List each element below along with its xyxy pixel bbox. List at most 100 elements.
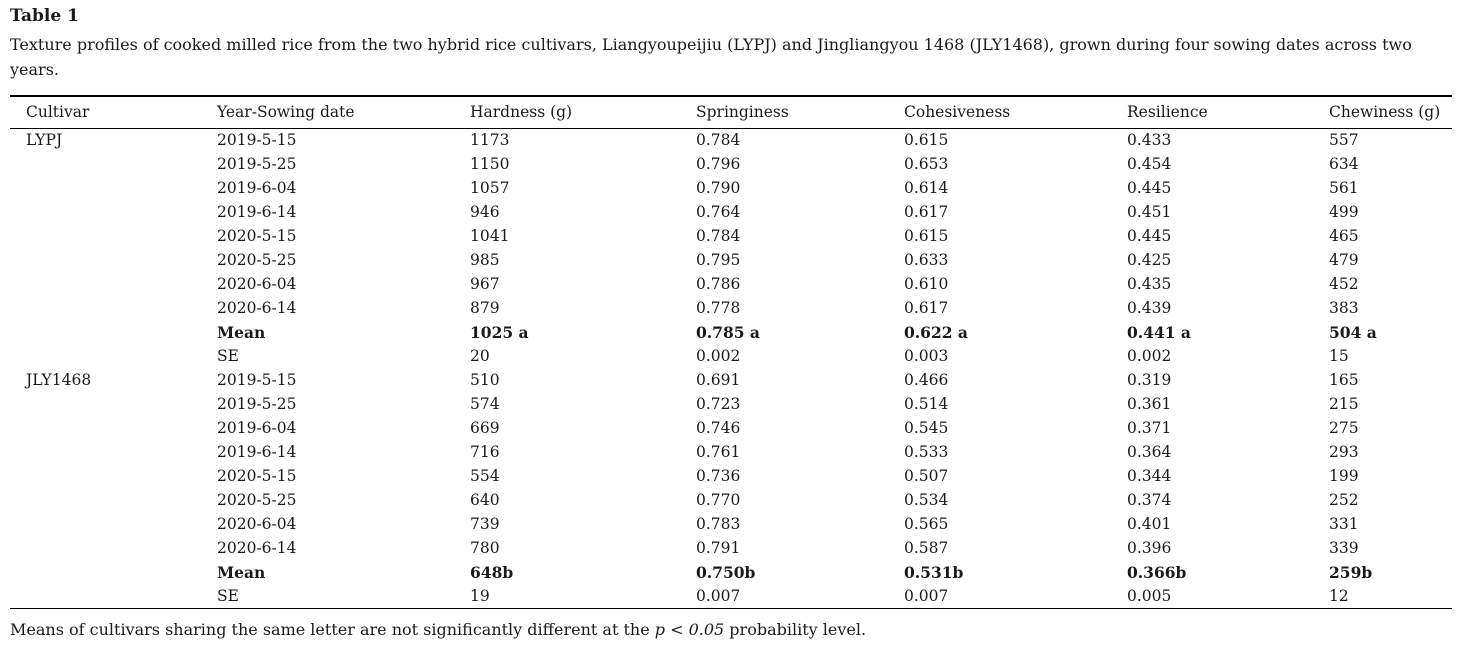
table-cell: 0.617: [904, 203, 949, 221]
table-cell: 1150: [470, 155, 510, 173]
table-cell: [10, 512, 201, 536]
table-cell: 0.784: [696, 131, 741, 150]
table-row: 2019-6-04 1057 0.790 0.614 0.445 561: [10, 176, 1452, 200]
table-cell: 19: [470, 586, 490, 605]
table-row: 2019-5-25 1150 0.796 0.653 0.454 634: [10, 152, 1452, 176]
table-cell: 2019-5-25: [217, 155, 297, 173]
table-cell: 0.617: [904, 299, 949, 317]
table-cell: 275: [1329, 419, 1359, 437]
table-caption: Texture profiles of cooked milled rice f…: [10, 35, 1412, 79]
table-cell: [10, 152, 201, 176]
table-cell: 2019-6-14: [217, 443, 297, 461]
table-cell: 0.374: [1127, 491, 1172, 509]
table-cell: 0.435: [1127, 275, 1172, 293]
table-cell: 479: [1329, 251, 1359, 269]
table-cell: 780: [470, 539, 500, 557]
table-cell: 0.736: [696, 467, 741, 485]
table-cell: 0.622 a: [904, 322, 968, 342]
column-header: Cohesiveness: [888, 96, 1111, 129]
table-cell: [10, 176, 201, 200]
table-row: Mean 648b 0.750b 0.531b 0.366b 259b: [10, 560, 1452, 584]
table-cell: 0.361: [1127, 395, 1172, 413]
table-cell: [10, 584, 201, 608]
table-cell: [10, 416, 201, 440]
table-cell: 0.007: [904, 586, 949, 605]
table-cell: 0.533: [904, 443, 949, 461]
table-row: 2020-5-25 985 0.795 0.633 0.425 479: [10, 248, 1452, 272]
table-row: 2019-6-04 669 0.746 0.545 0.371 275: [10, 416, 1452, 440]
table-cell: 1041: [470, 227, 510, 245]
table-row: 2020-6-14 780 0.791 0.587 0.396 339: [10, 536, 1452, 560]
table-cell: [10, 560, 201, 584]
table-cell: 0.344: [1127, 467, 1172, 485]
column-header: Chewiness (g): [1313, 96, 1452, 129]
table-cell: 2020-6-04: [217, 515, 297, 533]
table-row: SE 19 0.007 0.007 0.005 12: [10, 584, 1452, 608]
header-row: Cultivar Year-Sowing date Hardness (g) Spri…: [10, 96, 1452, 129]
table-cell: [10, 272, 201, 296]
table-cell: 879: [470, 299, 500, 317]
table-cell: 1025 a: [470, 322, 529, 342]
table-cell: 0.445: [1127, 227, 1172, 245]
table-cell: [10, 296, 201, 320]
table-cell: 0.319: [1127, 371, 1172, 389]
table-cell: [10, 200, 201, 224]
table-cell: 0.784: [696, 227, 741, 245]
table-row: 2020-5-15 1041 0.784 0.615 0.445 465: [10, 224, 1452, 248]
footnote-text: Means of cultivars sharing the same lett…: [10, 619, 655, 639]
table-cell: 0.764: [696, 203, 741, 221]
table-cell: 0.750b: [696, 562, 756, 582]
table-cell: 0.785 a: [696, 322, 760, 342]
table-cell: 0.003: [904, 347, 949, 365]
table-cell: 0.565: [904, 515, 949, 533]
table-cell: 215: [1329, 395, 1359, 413]
table-cell: [10, 248, 201, 272]
table-cell: 165: [1329, 371, 1359, 389]
table-cell: 0.791: [696, 539, 741, 557]
table-cell: 0.783: [696, 515, 741, 533]
table-cell: 199: [1329, 467, 1359, 485]
table-cell: 0.425: [1127, 251, 1172, 269]
table-cell: 15: [1329, 347, 1349, 365]
table-cell: [10, 536, 201, 560]
table-cell: 259b: [1329, 562, 1373, 582]
table-cell: 2019-6-14: [217, 203, 297, 221]
table-cell: 739: [470, 515, 500, 533]
table-row: JLY1468 2019-5-15 510 0.691 0.466 0.319 165: [10, 368, 1452, 392]
table-cell: [10, 320, 201, 344]
table-cell: 0.587: [904, 539, 949, 557]
table-footnote: Means of cultivars sharing the same lett…: [10, 619, 1452, 641]
table-cell: 0.531b: [904, 562, 964, 582]
table-cell: 0.796: [696, 155, 741, 173]
table-cell: 2020-5-15: [217, 227, 297, 245]
table-cell: 0.790: [696, 179, 741, 197]
table-cell: [10, 488, 201, 512]
table-cell: 0.633: [904, 251, 949, 269]
table-cell: [10, 440, 201, 464]
table-cell: 0.761: [696, 443, 741, 461]
table-body: LYPJ 2019-5-15 1173 0.784 0.615 0.433 557 2019-…: [10, 128, 1452, 608]
table-cell: Mean: [217, 562, 266, 582]
table-cell: JLY1468: [26, 371, 92, 389]
table-cell: 0.441 a: [1127, 322, 1191, 342]
column-header: Cultivar: [10, 96, 201, 129]
table-cell: 0.614: [904, 179, 949, 197]
table-cell: SE: [217, 347, 239, 365]
table-cell: 1057: [470, 179, 510, 197]
table-cell: 0.466: [904, 371, 949, 389]
table-row: 2020-6-04 739 0.783 0.565 0.401 331: [10, 512, 1452, 536]
table-cell: 1173: [470, 131, 510, 150]
table-cell: 2019-6-04: [217, 419, 297, 437]
table-cell: 0.507: [904, 467, 949, 485]
table-cell: 20: [470, 347, 490, 365]
table-cell: 669: [470, 419, 500, 437]
table-cell: 0.691: [696, 371, 741, 389]
table-cell: 0.545: [904, 419, 949, 437]
table-cell: 2019-6-04: [217, 179, 297, 197]
table-cell: 12: [1329, 586, 1349, 605]
table-row: 2019-6-14 716 0.761 0.533 0.364 293: [10, 440, 1452, 464]
table-cell: 293: [1329, 443, 1359, 461]
table-cell: 2020-5-25: [217, 491, 297, 509]
table-cell: 0.653: [904, 155, 949, 173]
table-cell: 499: [1329, 203, 1359, 221]
